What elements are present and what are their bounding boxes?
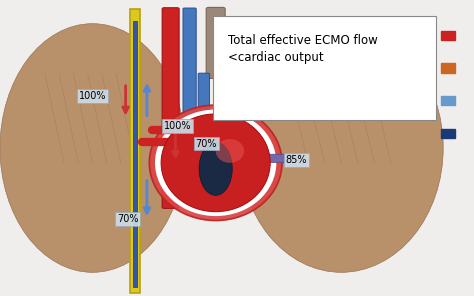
Text: Total effective ECMO flow
<cardiac output: Total effective ECMO flow <cardiac outpu… (228, 34, 377, 64)
Ellipse shape (149, 105, 282, 221)
Ellipse shape (155, 110, 276, 216)
FancyBboxPatch shape (213, 16, 436, 120)
Bar (130, 9, 140, 293)
Text: 100%: 100% (164, 121, 191, 131)
Text: 70%: 70% (195, 139, 217, 149)
Ellipse shape (239, 24, 443, 272)
FancyBboxPatch shape (206, 7, 225, 78)
Ellipse shape (199, 142, 232, 195)
FancyBboxPatch shape (245, 154, 295, 163)
Text: 70%: 70% (117, 214, 139, 224)
FancyBboxPatch shape (183, 8, 196, 184)
Ellipse shape (161, 114, 270, 212)
FancyBboxPatch shape (162, 8, 179, 208)
Text: 100%: 100% (79, 91, 106, 101)
Ellipse shape (216, 139, 244, 163)
Text: 85%: 85% (285, 155, 307, 165)
Ellipse shape (0, 24, 185, 272)
FancyBboxPatch shape (198, 73, 210, 184)
Bar (133, 21, 137, 287)
